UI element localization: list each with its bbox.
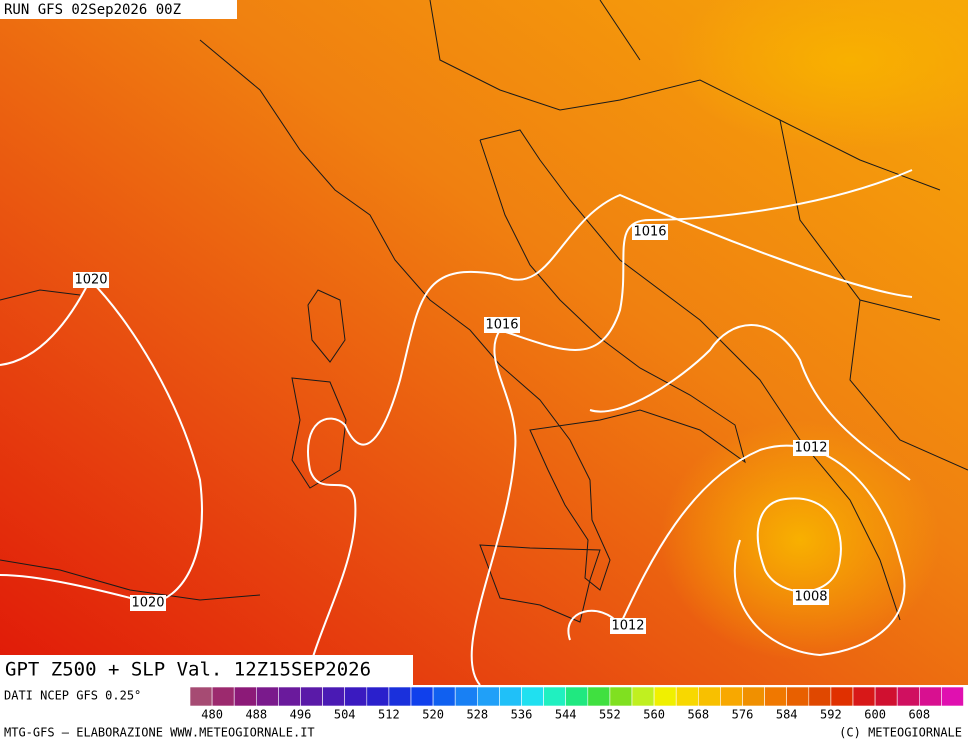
border [429,0,968,471]
colorbar-label: 488 [245,708,267,722]
colorbar-swatch [697,686,721,707]
isobar-label: 1020 [74,273,107,288]
map-title: GPT Z500 + SLP Val. 12Z15SEP2026 [5,659,371,681]
sardinia [291,377,347,489]
colorbar-swatch [720,686,743,707]
colorbar-swatch [189,686,213,707]
colorbar-swatch [388,686,412,707]
colorbar-label: 480 [201,708,223,722]
colorbar-swatch [675,686,699,707]
isobar-label-box [610,618,646,634]
coastline [199,39,746,591]
colorbar-swatch [344,686,368,707]
run-box [0,0,237,19]
isobar [304,193,913,686]
run-label: RUN GFS 02Sep2026 00Z [4,2,181,18]
map-shade [670,0,968,150]
isobar-labels: 1020 1020 1016 1016 1012 1012 1008 [73,224,829,634]
colorbar-label: 512 [378,708,400,722]
data-source: DATI NCEP GFS 0.25° [4,689,141,703]
colorbar-swatch [366,686,390,707]
colorbar-swatch [410,686,434,707]
colorbar-swatch [852,686,876,707]
isobar-label: 1012 [794,441,827,456]
coastline [0,289,261,601]
colorbar-label: 536 [511,708,533,722]
isobar [589,324,911,481]
isobar-label-box [130,595,166,611]
colorbar-swatch [742,686,765,707]
colorbar-swatch [476,686,500,707]
colorbar-swatch [874,686,898,707]
footer-left: MTG-GFS – ELABORAZIONE WWW.METEOGIORNALE… [4,726,315,740]
colorbar-label: 600 [864,708,886,722]
colorbar-swatch [499,686,522,707]
isobar-label-box [793,440,829,456]
colorbar-label: 528 [466,708,488,722]
colorbar-swatch [918,686,942,707]
colorbar-label: 552 [599,708,621,722]
colorbar-label: 568 [687,708,709,722]
colorbar-swatch [764,686,787,707]
colorbar-label: 576 [732,708,754,722]
isobar-label-box [632,224,668,240]
isobar-label: 1016 [485,318,518,333]
isobar-label: 1012 [611,619,644,634]
sicily [479,544,601,623]
colorbar-swatch [432,686,456,707]
coastline [479,129,901,621]
colorbar-swatch [233,686,257,707]
colorbar-label: 504 [334,708,356,722]
colorbar-swatch [322,686,346,707]
isobar-label-box [73,272,109,288]
corsica [307,289,346,363]
colorbar-swatch [255,686,279,707]
isobar-label-box [484,317,520,333]
colorbar-swatch [786,686,810,707]
colorbar-swatch [653,686,677,707]
isobar-label: 1020 [131,596,164,611]
colorbar-swatch [543,686,566,707]
colorbar-swatch [300,686,323,707]
title-box [0,655,413,685]
colorbar: 480 488 496 504 512 520 528 536 544 552 560 568 576 5… [189,686,964,722]
colorbar-label: 608 [908,708,930,722]
colorbar-label: 520 [422,708,444,722]
colorbar-swatch [941,686,964,707]
colorbar-swatch [609,686,633,707]
isobar-label: 1016 [633,225,666,240]
colorbar-label: 592 [820,708,842,722]
colorbar-label: 496 [290,708,312,722]
colorbar-swatch [896,686,920,707]
map-shade [660,420,940,660]
map: 1020 1020 1016 1016 1012 1012 1008 RUN GFS 02S… [0,0,968,686]
footer-right: (C) METEOGIORNALE [839,726,962,740]
colorbar-swatch [454,686,478,707]
colorbar-swatch [211,686,235,707]
colorbar-swatch [830,686,854,707]
colorbar-swatch [631,686,655,707]
colorbar-swatch [521,686,544,707]
isobar-label: 1008 [794,590,827,605]
coastlines [0,0,968,623]
colorbar-swatch [808,686,832,707]
colorbar-label: 584 [776,708,798,722]
isobar [0,278,203,605]
colorbar-label: 544 [555,708,577,722]
colorbar-swatch [587,686,611,707]
colorbar-label: 560 [643,708,665,722]
isobar-label-box [793,589,829,605]
colorbar-swatch [278,686,301,707]
colorbar-swatch [565,686,589,707]
isobar [470,169,913,686]
